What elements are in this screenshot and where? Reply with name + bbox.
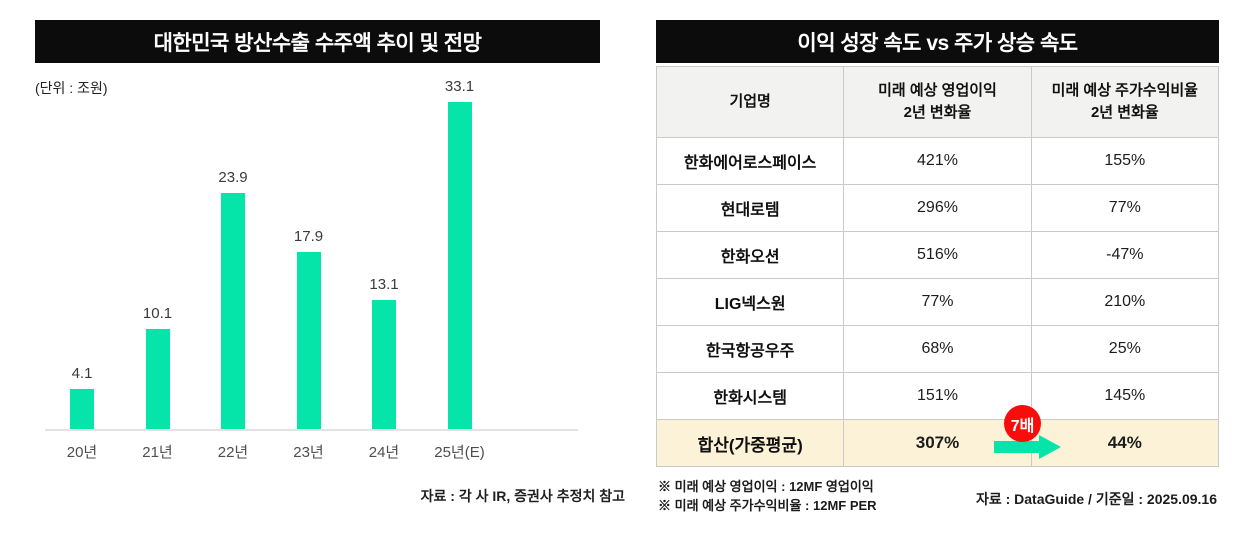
bar-value-label: 4.1 <box>71 364 93 382</box>
table-cell-company: 합산(가중평균) <box>657 420 845 467</box>
chart-column: 33.1 25년(E) <box>415 78 505 461</box>
comparison-table: 기업명 미래 예상 영업이익 2년 변화율 미래 예상 주가수익비율 2년 변화… <box>656 66 1219 467</box>
table-cell-company: 한국항공우주 <box>657 326 845 373</box>
table-cell-per-change: 155% <box>1031 138 1219 185</box>
table-cell-per-change: 25% <box>1031 326 1219 373</box>
table-cell-op-change: 77% <box>844 279 1032 326</box>
bar-chart-plot: 4.1 20년 10.1 21년 23.9 22년 17.9 23년 13.1 24년 33.1 25… <box>45 78 578 461</box>
bar-value-label: 33.1 <box>444 78 475 95</box>
bar <box>372 299 396 429</box>
table-cell-per-change: -47% <box>1031 232 1219 279</box>
bar-value-label: 23.9 <box>218 168 248 186</box>
bar-value-label: 13.1 <box>369 275 399 293</box>
chart-source-note: 자료 : 각 사 IR, 증권사 추정치 참고 <box>420 488 625 504</box>
bar-value-label: 17.9 <box>293 228 324 246</box>
table-cell-per-change: 77% <box>1031 185 1219 232</box>
table-footnotes: ※ 미래 예상 영업이익 : 12MF 영업이익 ※ 미래 예상 주가수익비율 … <box>658 478 877 516</box>
chart-title: 대한민국 방산수출 수주액 추이 및 전망 <box>35 20 600 63</box>
table-cell-company: 한화에어로스페이스 <box>657 138 845 185</box>
bar <box>296 252 321 429</box>
footnote-op: ※ 미래 예상 영업이익 : 12MF 영업이익 <box>658 479 874 494</box>
defense-export-chart-panel: 대한민국 방산수출 수주액 추이 및 전망 (단위 : 조원) 4.1 20년 10… <box>35 0 625 535</box>
table-cell-op-change: 68% <box>844 326 1032 373</box>
chart-column: 23.9 22년 <box>188 93 278 461</box>
x-axis-label: 22년 <box>217 444 249 461</box>
footnote-per: ※ 미래 예상 주가수익비율 : 12MF PER <box>658 497 877 513</box>
table-title: 이익 성장 속도 vs 주가 상승 속도 <box>656 20 1219 63</box>
x-axis-label: 21년 <box>142 444 173 461</box>
bar <box>145 329 170 429</box>
chart-column: 17.9 23년 <box>264 93 354 461</box>
unit-label: (단위 : 조원) <box>35 80 108 96</box>
column-header-per-change: 미래 예상 주가수익비율 2년 변화율 <box>1031 67 1219 138</box>
column-header-company: 기업명 <box>657 67 845 138</box>
table-cell-company: 한화시스템 <box>657 373 845 420</box>
chart-column: 10.1 21년 <box>113 93 203 461</box>
chart-column: 13.1 24년 <box>339 93 429 461</box>
table-cell-per-change: 210% <box>1031 279 1219 326</box>
x-axis-label: 24년 <box>368 444 400 461</box>
bar <box>221 192 245 429</box>
bar-value-label: 10.1 <box>142 305 173 323</box>
column-header-op-change: 미래 예상 영업이익 2년 변화율 <box>844 67 1032 138</box>
table-cell-op-change: 421% <box>844 138 1032 185</box>
table-cell-op-change: 296% <box>844 185 1032 232</box>
x-axis-label: 25년(E) <box>434 444 485 461</box>
table-cell-per-change: 145% <box>1031 373 1219 420</box>
bar <box>447 102 472 429</box>
table-cell-company: 현대로템 <box>657 185 845 232</box>
table-cell-op-change: 516% <box>844 232 1032 279</box>
chart-column: 4.1 20년 <box>37 93 127 462</box>
table-cell-company: LIG넥스원 <box>657 279 845 326</box>
table-cell-op-change: 151% <box>844 373 1032 420</box>
table-cell-company: 한화오션 <box>657 232 845 279</box>
multiplier-badge: 7배 <box>1004 405 1041 442</box>
bar <box>70 388 94 429</box>
x-axis-label: 20년 <box>66 444 98 461</box>
table-cell-per-change: 44% <box>1031 420 1219 467</box>
right-arrow-icon <box>994 435 1061 459</box>
table-source-note: 자료 : DataGuide / 기준일 : 2025.09.16 <box>975 491 1217 507</box>
profit-vs-price-panel: 이익 성장 속도 vs 주가 상승 속도 기업명 미래 예상 영업이익 2년 변… <box>656 0 1219 535</box>
x-axis-label: 23년 <box>293 444 324 461</box>
